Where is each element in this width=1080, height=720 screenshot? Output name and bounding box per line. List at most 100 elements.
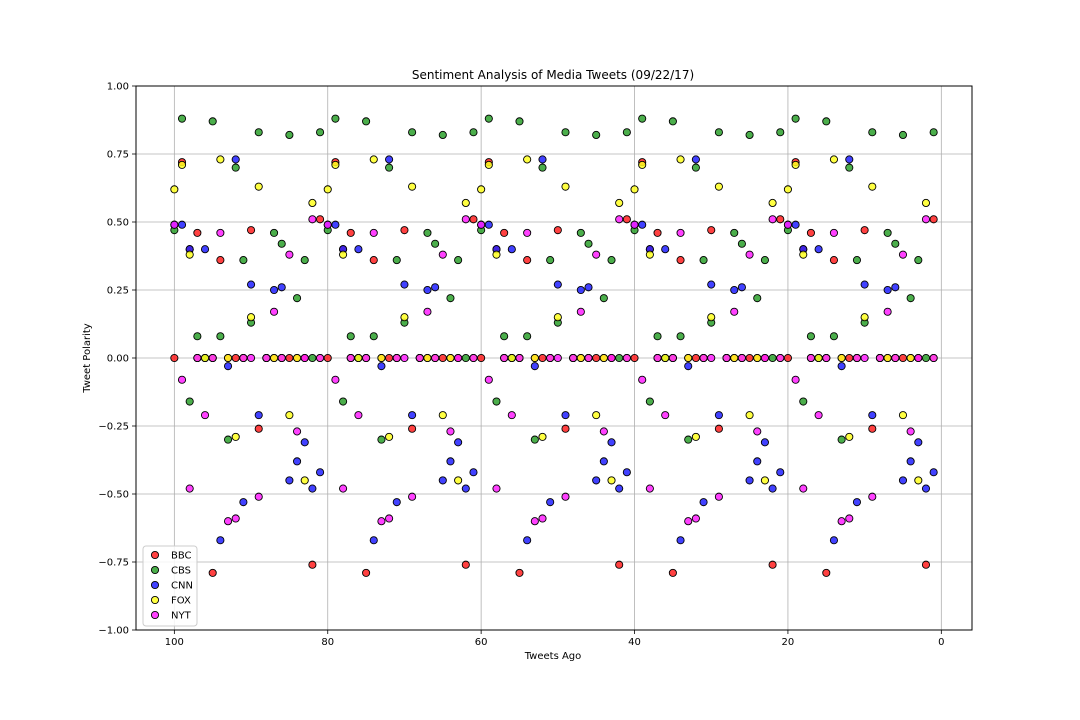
point-fox xyxy=(423,353,432,363)
point-fox xyxy=(592,411,601,420)
point-fox xyxy=(530,353,539,363)
point-fox xyxy=(461,198,470,208)
y-tick-label: 0.50 xyxy=(107,218,129,229)
legend-label-fox: FOX xyxy=(171,596,191,607)
point-nyt xyxy=(392,353,401,363)
point-nyt xyxy=(300,353,309,363)
point-cbs xyxy=(392,256,401,265)
point-cnn xyxy=(454,438,463,447)
point-cbs xyxy=(285,130,294,140)
point-cnn xyxy=(615,484,624,493)
point-nyt xyxy=(208,353,217,363)
point-fox xyxy=(691,432,700,441)
point-cnn xyxy=(316,468,325,477)
point-bbc xyxy=(254,424,263,433)
point-nyt xyxy=(362,353,371,363)
point-nyt xyxy=(170,220,179,229)
point-cbs xyxy=(484,114,493,123)
legend-box xyxy=(142,545,198,627)
point-bbc xyxy=(523,256,532,265)
point-cnn xyxy=(860,280,869,289)
point-nyt xyxy=(768,215,777,224)
point-bbc xyxy=(676,256,685,265)
point-nyt xyxy=(875,353,885,363)
point-fox xyxy=(868,182,877,191)
point-nyt xyxy=(561,492,570,501)
point-bbc xyxy=(469,215,478,224)
point-bbc xyxy=(592,353,601,363)
point-cbs xyxy=(653,332,662,341)
point-nyt xyxy=(431,353,440,363)
point-fox xyxy=(270,353,279,363)
point-cbs xyxy=(454,256,463,265)
point-nyt xyxy=(461,215,470,224)
point-bbc xyxy=(868,424,877,433)
point-cnn xyxy=(308,484,317,493)
point-cnn xyxy=(891,283,900,292)
point-nyt xyxy=(285,250,294,259)
point-nyt xyxy=(185,484,194,493)
point-nyt xyxy=(223,517,233,526)
point-cnn xyxy=(200,245,210,254)
point-cbs xyxy=(254,128,263,137)
point-cbs xyxy=(791,114,800,123)
y-tick-label: 0.75 xyxy=(107,150,129,161)
point-nyt xyxy=(538,514,547,523)
point-cbs xyxy=(270,228,279,237)
point-cnn xyxy=(707,280,716,289)
point-cbs xyxy=(837,435,846,444)
point-nyt xyxy=(553,353,562,363)
point-cnn xyxy=(385,155,394,164)
point-fox xyxy=(676,155,685,164)
point-cnn xyxy=(484,220,493,229)
point-nyt xyxy=(200,411,210,420)
point-bbc xyxy=(898,353,908,363)
point-cbs xyxy=(668,117,677,126)
point-nyt xyxy=(914,353,923,363)
point-cbs xyxy=(446,294,455,303)
point-nyt xyxy=(569,353,578,363)
point-fox xyxy=(783,185,792,194)
point-cnn xyxy=(829,536,838,545)
point-fox xyxy=(791,160,800,169)
point-nyt xyxy=(385,514,394,523)
point-cbs xyxy=(898,130,908,140)
y-tick-label: 0.25 xyxy=(107,286,129,297)
point-bbc xyxy=(630,353,639,363)
point-cbs xyxy=(185,397,194,406)
point-cbs xyxy=(208,117,217,126)
point-cnn xyxy=(239,498,248,507)
point-nyt xyxy=(776,353,785,363)
point-nyt xyxy=(584,353,593,363)
point-cbs xyxy=(177,114,187,123)
point-nyt xyxy=(691,514,700,523)
point-nyt xyxy=(293,427,302,436)
point-bbc xyxy=(477,353,486,363)
point-fox xyxy=(661,353,670,363)
point-nyt xyxy=(354,411,363,420)
point-nyt xyxy=(599,427,608,436)
point-bbc xyxy=(408,424,417,433)
point-cnn xyxy=(921,484,931,493)
point-cnn xyxy=(369,536,378,545)
point-cnn xyxy=(584,283,593,292)
point-fox xyxy=(538,432,547,441)
point-cbs xyxy=(615,353,624,363)
point-nyt xyxy=(454,353,463,363)
point-cbs xyxy=(346,332,355,341)
point-bbc xyxy=(653,228,662,237)
point-bbc xyxy=(929,215,938,224)
point-nyt xyxy=(231,514,240,523)
point-nyt xyxy=(277,353,286,363)
point-nyt xyxy=(645,484,654,493)
point-cnn xyxy=(868,411,877,420)
point-fox xyxy=(293,353,302,363)
point-bbc xyxy=(745,353,754,363)
point-nyt xyxy=(707,353,716,363)
point-fox xyxy=(446,353,455,363)
point-nyt xyxy=(193,353,202,363)
point-bbc xyxy=(500,228,509,237)
point-fox xyxy=(630,185,639,194)
point-fox xyxy=(323,185,332,194)
